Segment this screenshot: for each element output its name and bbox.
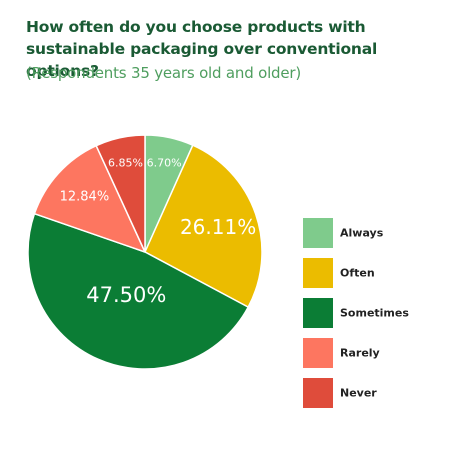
- pie-slice-often: [144, 144, 263, 309]
- pie-labels: 6.70% 26.11% 47.50% 12.84% 6.85%: [60, 156, 257, 307]
- slice-label-rarely: 12.84%: [60, 190, 110, 205]
- legend-swatch-always: [303, 218, 333, 248]
- legend-swatch-often: [303, 258, 333, 288]
- chart-title: How often do you choose products with su…: [26, 18, 378, 80]
- legend-label-sometimes: Sometimes: [340, 307, 409, 320]
- legend-label-always: Always: [340, 227, 384, 240]
- legend-label-never: Never: [340, 387, 377, 400]
- legend: Always Often Sometimes Rarely Never: [303, 218, 409, 408]
- slice-label-often: 26.11%: [180, 215, 256, 239]
- legend-swatch-sometimes: [303, 298, 333, 328]
- slice-label-sometimes: 47.50%: [86, 283, 166, 307]
- pie-slice-sometimes: [27, 212, 250, 370]
- pie-slice-rarely: [33, 144, 147, 254]
- slice-label-always: 6.70%: [147, 156, 182, 169]
- legend-swatch-never: [303, 378, 333, 408]
- legend-swatch-rarely: [303, 338, 333, 368]
- chart-subtitle: (Respondents 35 years old and older): [26, 64, 302, 82]
- slice-label-never: 6.85%: [108, 156, 143, 169]
- legend-label-often: Often: [340, 267, 375, 280]
- legend-label-rarely: Rarely: [340, 347, 380, 360]
- pie-slice-never: [95, 134, 146, 253]
- pie-slices: [27, 134, 263, 370]
